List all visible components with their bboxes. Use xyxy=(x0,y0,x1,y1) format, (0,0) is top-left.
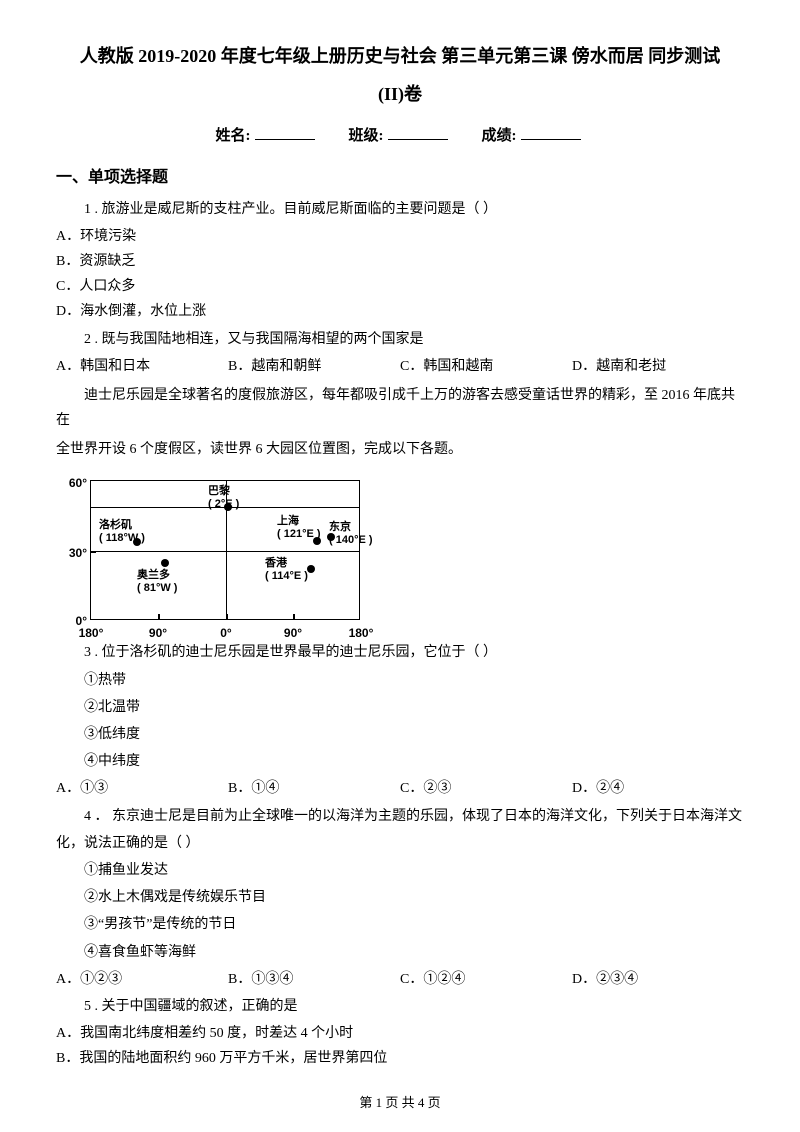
q3-i2: ②北温带 xyxy=(84,695,744,720)
q3-i3: ③低纬度 xyxy=(84,722,744,747)
q3-opt-b[interactable]: B．①④ xyxy=(228,776,400,801)
q1-opt-b[interactable]: B．资源缺乏 xyxy=(56,249,744,274)
map-xlabel-4: 180° xyxy=(341,623,381,645)
q1-opt-a[interactable]: A．环境污染 xyxy=(56,224,744,249)
score-label: 成绩: xyxy=(482,128,517,144)
map-label-orlando: 奥兰多( 81°W ) xyxy=(137,569,177,594)
q4-opt-a[interactable]: A．①②③ xyxy=(56,967,228,992)
q1-opt-c[interactable]: C．人口众多 xyxy=(56,274,744,299)
map-ylabel-30: 30° xyxy=(57,543,87,565)
q5-opt-b[interactable]: B．我国的陆地面积约 960 万平方千米，居世界第四位 xyxy=(56,1046,744,1071)
name-blank[interactable] xyxy=(255,125,315,140)
q5-opt-a[interactable]: A．我国南北纬度相差约 50 度，时差达 4 个小时 xyxy=(56,1021,744,1046)
score-blank[interactable] xyxy=(521,125,581,140)
q4-i4: ④喜食鱼虾等海鲜 xyxy=(84,940,744,965)
q3-opt-c[interactable]: C．②③ xyxy=(400,776,572,801)
map-label-losangeles: 洛杉矶( 118°W ) xyxy=(99,519,145,544)
passage-1b: 全世界开设 6 个度假区，读世界 6 大园区位置图，完成以下各题。 xyxy=(56,437,744,462)
map-ylabel-60: 60° xyxy=(57,473,87,495)
q3-i1: ①热带 xyxy=(84,668,744,693)
q1-opt-d[interactable]: D．海水倒灌，水位上涨 xyxy=(56,299,744,324)
title-line2: (II)卷 xyxy=(56,78,744,110)
map-xlabel-0: 180° xyxy=(71,623,111,645)
map-dot-orlando xyxy=(161,559,169,567)
page-footer: 第 1 页 共 4 页 xyxy=(0,1091,800,1114)
q4-opt-d[interactable]: D．②③④ xyxy=(572,967,744,992)
map-label-paris: 巴黎( 2°E ) xyxy=(208,485,239,510)
q4-i2: ②水上木偶戏是传统娱乐节目 xyxy=(84,885,744,910)
q4-stem-b: 化，说法正确的是（ ） xyxy=(56,831,744,856)
map-label-shanghai: 上海( 121°E ) xyxy=(277,515,321,540)
q4-i1: ①捕鱼业发达 xyxy=(84,858,744,883)
q4-opt-b[interactable]: B．①③④ xyxy=(228,967,400,992)
q4-opt-c[interactable]: C．①②④ xyxy=(400,967,572,992)
title-line1: 人教版 2019-2020 年度七年级上册历史与社会 第三单元第三课 傍水而居 … xyxy=(56,40,744,72)
q4-stem-a: 4 ． 东京迪士尼是目前为止全球唯一的以海洋为主题的乐园，体现了日本的海洋文化，… xyxy=(56,804,744,829)
q1-stem: 1 . 旅游业是威尼斯的支柱产业。目前威尼斯面临的主要问题是（ ） xyxy=(56,197,744,222)
map-figure: 60° 30° 0° 180° 90° 0° 90° 180° 洛杉矶( 118… xyxy=(56,468,366,638)
info-line: 姓名: 班级: 成绩: xyxy=(56,123,744,150)
q2-opt-a[interactable]: A．韩国和日本 xyxy=(56,354,228,379)
q2-opt-b[interactable]: B．越南和朝鲜 xyxy=(228,354,400,379)
q4-i3: ③“男孩节”是传统的节日 xyxy=(84,912,744,937)
q2-opt-c[interactable]: C．韩国和越南 xyxy=(400,354,572,379)
q2-opt-d[interactable]: D．越南和老挝 xyxy=(572,354,744,379)
map-xlabel-1: 90° xyxy=(138,623,178,645)
map-label-tokyo: 东京( 140°E ) xyxy=(329,521,373,546)
q5-stem: 5 . 关于中国疆域的叙述，正确的是 xyxy=(56,994,744,1019)
class-blank[interactable] xyxy=(388,125,448,140)
section-1-head: 一、单项选择题 xyxy=(56,164,744,193)
name-label: 姓名: xyxy=(216,128,251,144)
map-label-hongkong: 香港( 114°E ) xyxy=(265,557,308,582)
passage-1a: 迪士尼乐园是全球著名的度假旅游区，每年都吸引成千上万的游客去感受童话世界的精彩，… xyxy=(56,383,744,433)
q3-opt-d[interactable]: D．②④ xyxy=(572,776,744,801)
q3-opt-a[interactable]: A．①③ xyxy=(56,776,228,801)
class-label: 班级: xyxy=(349,128,384,144)
map-xlabel-2: 0° xyxy=(206,623,246,645)
map-dot-hongkong xyxy=(307,565,315,573)
q2-stem: 2 . 既与我国陆地相连，又与我国隔海相望的两个国家是 xyxy=(56,327,744,352)
map-xlabel-3: 90° xyxy=(273,623,313,645)
q3-i4: ④中纬度 xyxy=(84,749,744,774)
